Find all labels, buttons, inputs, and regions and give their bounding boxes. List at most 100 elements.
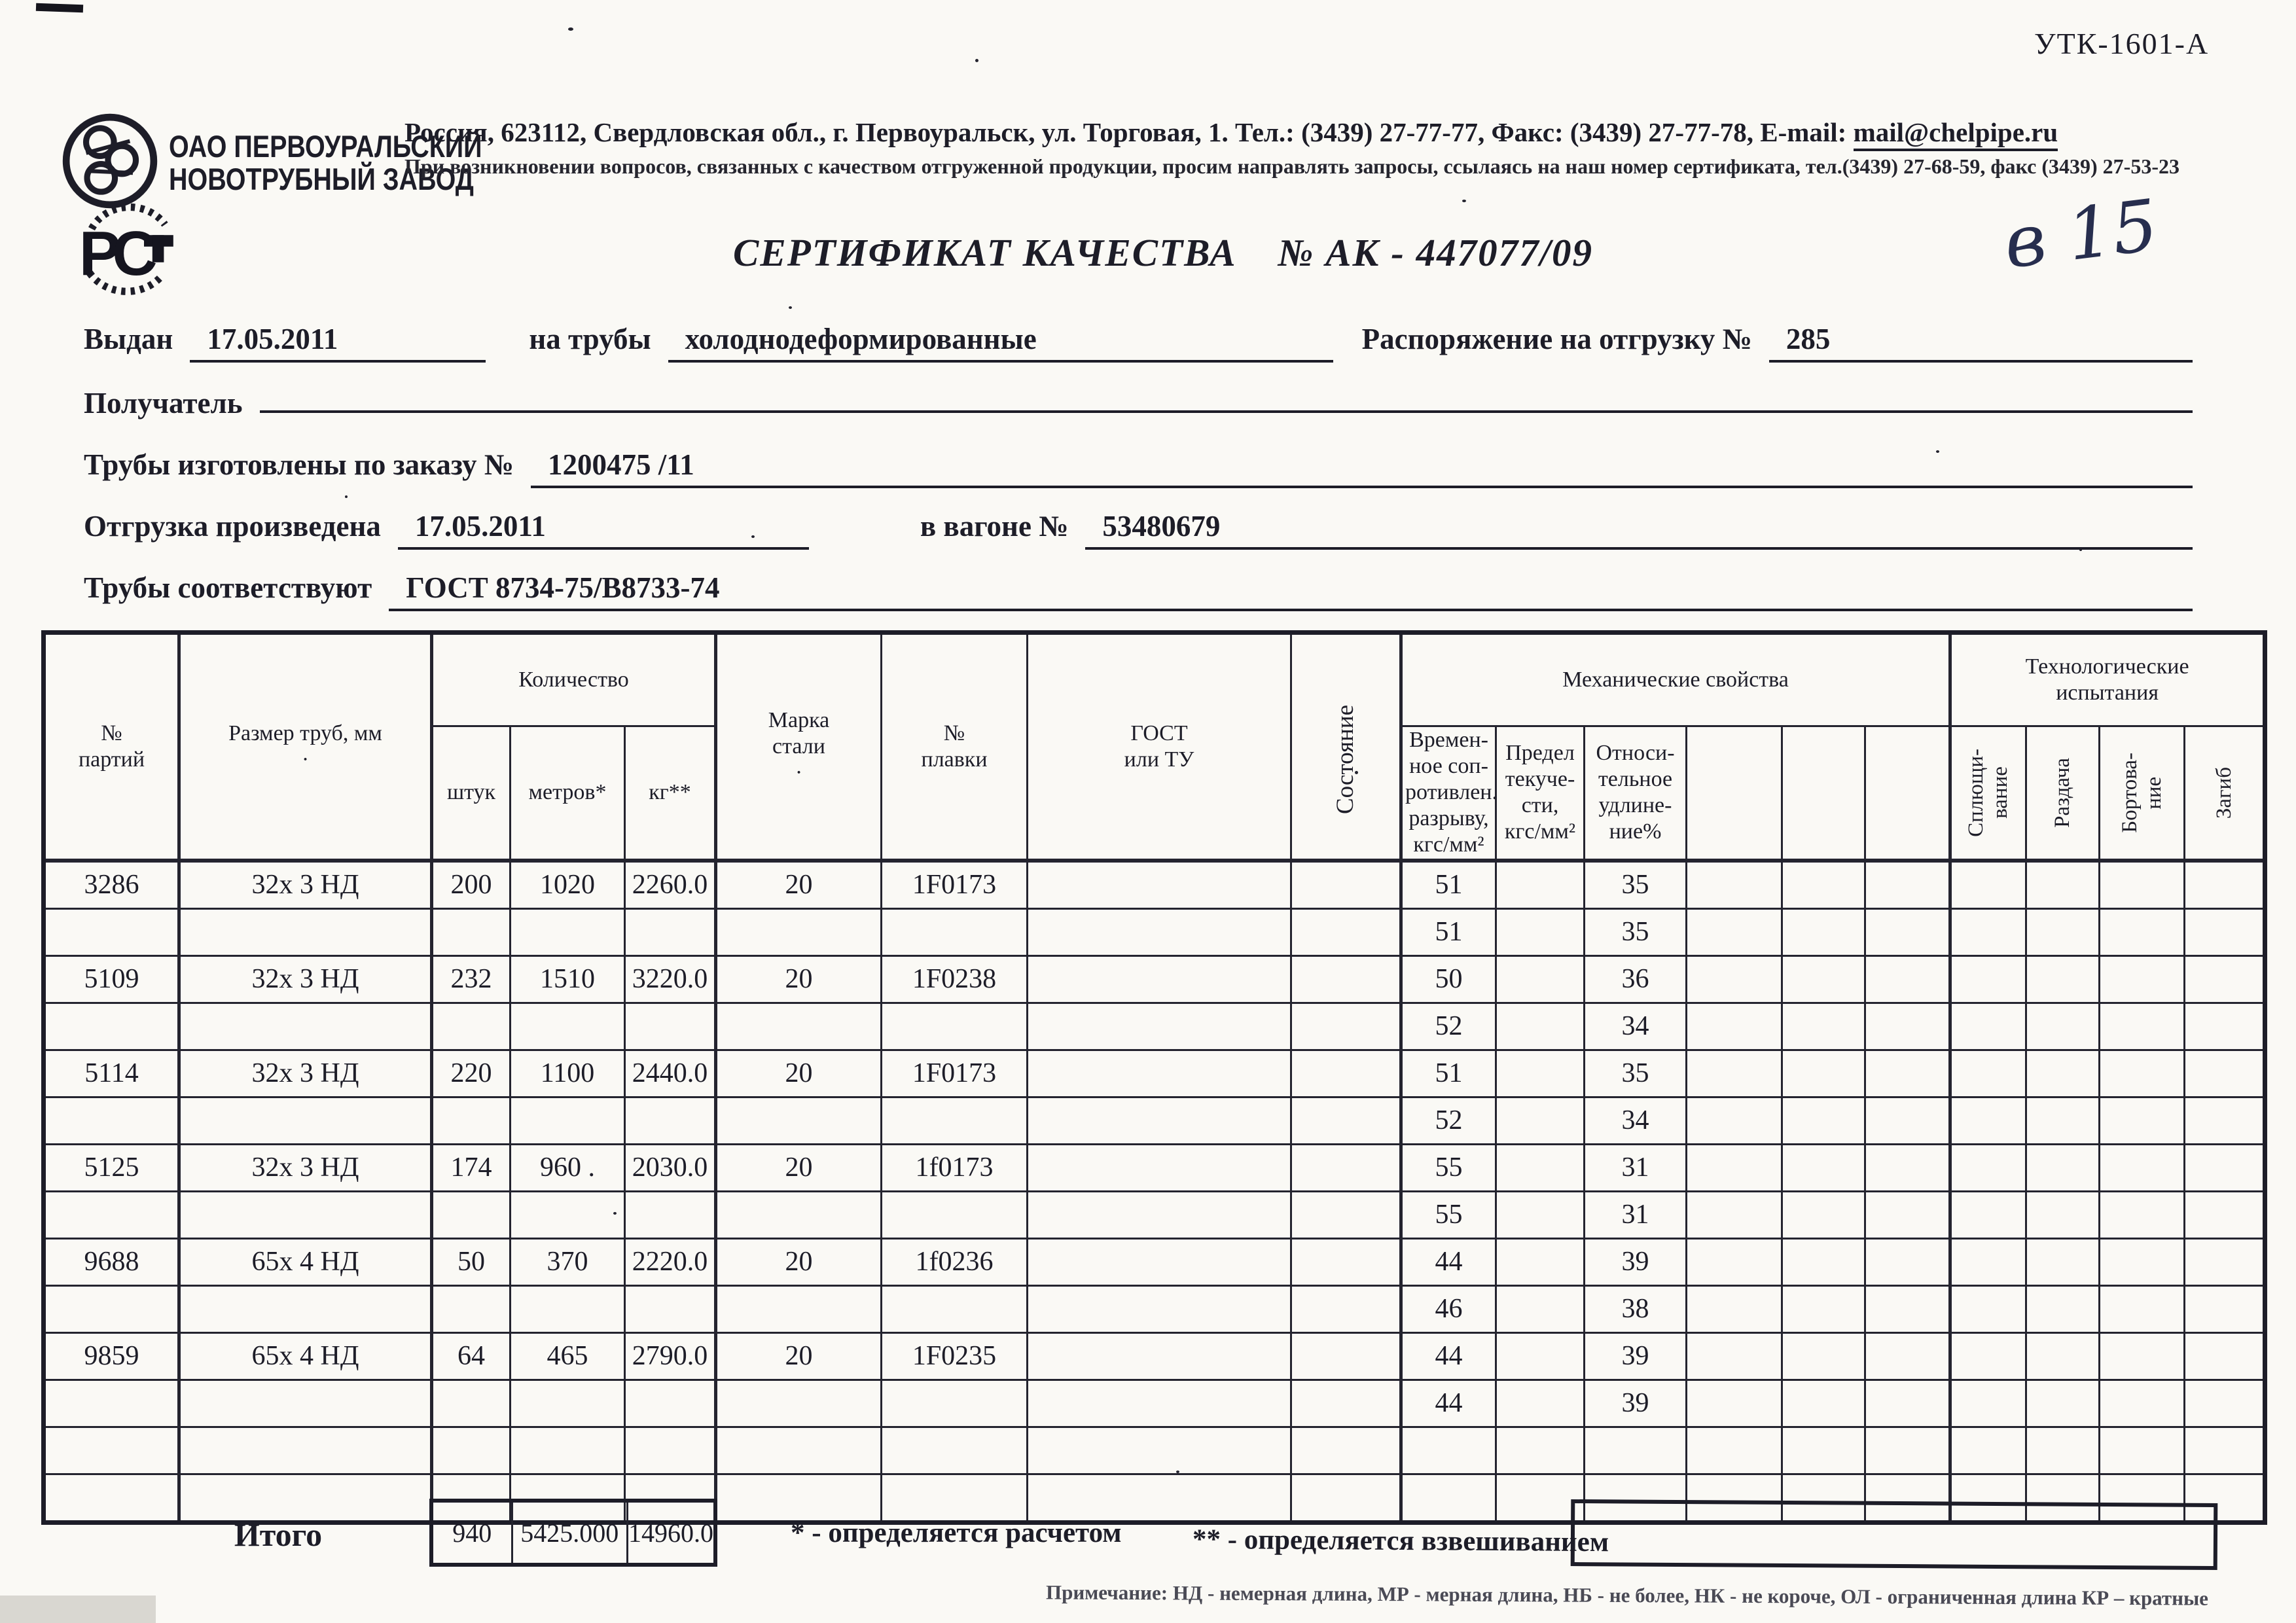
footnote-weighed: ** - определяется взвешиванием — [1192, 1524, 1609, 1558]
cell — [2025, 858, 2101, 910]
cell — [880, 907, 1029, 957]
cell — [1495, 1190, 1586, 1240]
cell — [1948, 1284, 2028, 1334]
cell — [623, 1096, 717, 1145]
cell — [2098, 1472, 2186, 1524]
cell — [714, 907, 883, 957]
cell — [1685, 954, 1784, 1004]
issued-label: Выдан — [84, 323, 173, 355]
cell — [1290, 1143, 1403, 1192]
company-name: ОАО ПЕРВОУРАЛЬСКИЙ НОВОТРУБНЫЙ ЗАВОД — [169, 128, 482, 196]
issued-value: 17.05.2011 — [190, 322, 486, 363]
shipping-order-label: Распоряжение на отгрузку № — [1361, 323, 1752, 355]
cell — [1495, 1237, 1586, 1287]
company-email: mail@chelpipe.ru — [1853, 117, 2058, 151]
cell — [1864, 1237, 1952, 1287]
cell — [1864, 1001, 1952, 1051]
cell: 35 — [1583, 907, 1688, 957]
scan-speck — [975, 59, 978, 62]
cell — [2183, 1331, 2267, 1381]
cell — [2025, 1331, 2101, 1381]
cell: 35 — [1583, 1048, 1688, 1098]
cell: 2440.0 — [623, 1048, 717, 1098]
cell: 20 — [714, 1237, 883, 1287]
cell: 1510 — [509, 954, 626, 1004]
cell — [2183, 1284, 2267, 1334]
scan-artifact — [35, 3, 84, 13]
cell: 51 — [1399, 858, 1498, 910]
cell — [714, 1425, 883, 1475]
cell — [43, 1284, 180, 1334]
standard-value: ГОСТ 8734-75/В8733-74 — [389, 571, 2193, 611]
wagon-value: 53480679 — [1085, 509, 2193, 550]
cell — [2098, 1096, 2186, 1145]
cell — [509, 1190, 626, 1240]
col-header-bend: Загиб — [2183, 724, 2267, 862]
cell — [714, 1096, 883, 1145]
cell — [2025, 907, 2101, 957]
cell — [1685, 1237, 1784, 1287]
cell — [177, 1001, 433, 1051]
cell: 52 — [1399, 1001, 1498, 1051]
cell — [1026, 1096, 1293, 1145]
cell — [1781, 1143, 1867, 1192]
cell — [1948, 1190, 2028, 1240]
cell — [880, 1096, 1029, 1145]
cell — [1026, 1001, 1293, 1051]
cell — [430, 907, 511, 957]
cell — [430, 1001, 511, 1051]
cell: 44 — [1399, 1237, 1498, 1287]
field-row-order: Трубы изготовлены по заказу № 1200475 /1… — [84, 448, 2193, 488]
receiver-label: Получатель — [84, 387, 243, 419]
scan-speck — [789, 306, 792, 309]
field-row-receiver: Получатель — [84, 386, 2193, 420]
cell: 9859 — [43, 1331, 180, 1381]
totals-pieces: 940 — [433, 1503, 513, 1563]
cell — [1781, 1096, 1867, 1145]
cell — [509, 1001, 626, 1051]
cell — [2183, 954, 2267, 1004]
cell: 1F0235 — [880, 1331, 1029, 1381]
col-header-flattening: Сплющи- вание — [1948, 724, 2028, 862]
cell — [2098, 858, 2186, 910]
cell — [1290, 1331, 1403, 1381]
cell — [2098, 1001, 2186, 1051]
cell — [1948, 1472, 2028, 1524]
company-logo-icon — [60, 111, 160, 214]
cell — [1781, 1237, 1867, 1287]
rst-quality-mark-icon: РС — [71, 191, 186, 304]
cell — [1685, 1425, 1784, 1475]
cell — [1495, 1331, 1586, 1381]
cell — [430, 1096, 511, 1145]
cell — [43, 1378, 180, 1428]
cell — [714, 1378, 883, 1428]
cell — [714, 1472, 883, 1524]
cell — [43, 1096, 180, 1145]
cell — [509, 1096, 626, 1145]
made-by-order-value: 1200475 /11 — [531, 448, 2193, 488]
company-brand: ОАО ПЕРВОУРАЛЬСКИЙ НОВОТРУБНЫЙ ЗАВОД — [60, 111, 542, 214]
cell: 65х 4 НД — [177, 1237, 433, 1287]
cell — [1495, 1001, 1586, 1051]
cell — [2098, 1143, 2186, 1192]
cell — [1948, 858, 2028, 910]
cell — [1685, 1331, 1784, 1381]
cell: 1F0238 — [880, 954, 1029, 1004]
form-code: УТК-1601-А — [2034, 27, 2210, 60]
cell: 50 — [1399, 954, 1498, 1004]
table-row: 46 38 — [43, 1284, 2267, 1334]
pipes-label: на трубы — [529, 323, 651, 355]
cell — [430, 1284, 511, 1334]
cell: 32х 3 НД — [177, 954, 433, 1004]
cell: 65х 4 НД — [177, 1331, 433, 1381]
cell: 39 — [1583, 1378, 1688, 1428]
cell — [1864, 858, 1952, 910]
cell — [2025, 1378, 2101, 1428]
cell — [2025, 1472, 2101, 1524]
cell: 20 — [714, 954, 883, 1004]
cell — [177, 1096, 433, 1145]
cell: 31 — [1583, 1190, 1688, 1240]
cell — [2025, 1143, 2101, 1192]
table-row: 51 35 — [43, 907, 2267, 957]
